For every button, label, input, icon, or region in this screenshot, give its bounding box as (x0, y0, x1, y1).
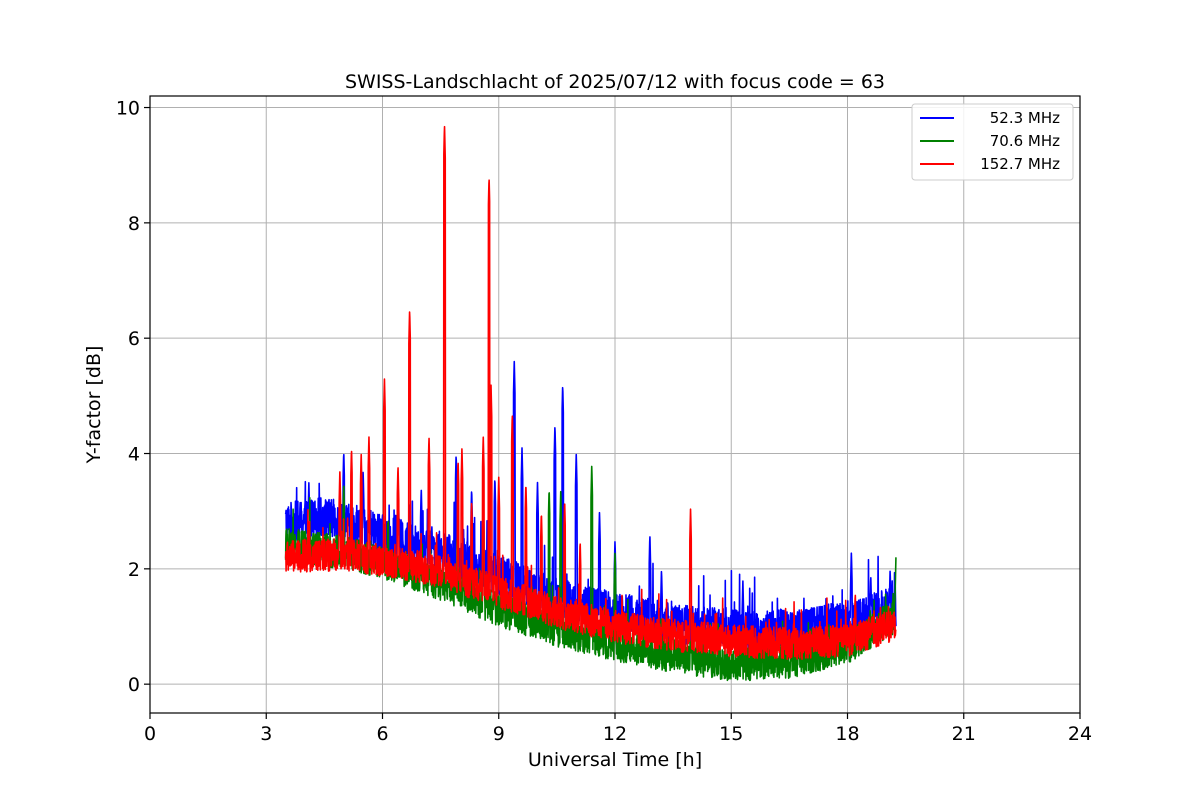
series-layer (284, 125, 897, 682)
x-tick-label: 24 (1068, 723, 1092, 745)
legend-box (911, 103, 1074, 181)
x-tick-label: 21 (952, 723, 976, 745)
chart-title: SWISS-Landschlacht of 2025/07/12 with fo… (345, 71, 885, 93)
series-line-3 (284, 125, 897, 660)
legend: 52.3 MHz 70.6 MHz 152.7 MHz (911, 103, 1074, 181)
y-tick-label: 2 (128, 559, 140, 581)
y-tick-label: 6 (128, 328, 140, 350)
x-tick-label: 9 (493, 723, 505, 745)
legend-label: 52.3 MHz (990, 109, 1060, 127)
x-tick-label: 12 (603, 723, 627, 745)
x-tick-label: 3 (260, 723, 272, 745)
legend-label: 70.6 MHz (990, 132, 1060, 150)
x-tick-label: 6 (376, 723, 388, 745)
y-tick-label: 0 (128, 674, 140, 696)
x-tick-label: 18 (835, 723, 859, 745)
x-axis-label: Universal Time [h] (528, 749, 702, 771)
y-tick-label: 4 (128, 444, 140, 466)
x-tick-label: 0 (144, 723, 156, 745)
legend-label: 152.7 MHz (980, 155, 1060, 173)
y-tick-label: 10 (116, 98, 140, 120)
x-tick-label: 15 (719, 723, 743, 745)
y-tick-label: 8 (128, 213, 140, 235)
y-axis-label: Y-factor [dB] (83, 346, 105, 465)
